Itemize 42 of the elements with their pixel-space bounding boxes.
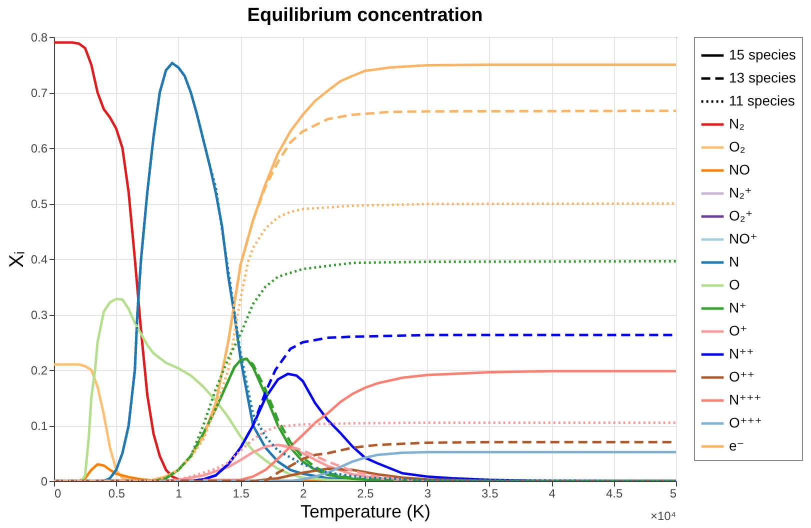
x-tick-label: 5 xyxy=(670,486,677,500)
legend-label: N⁺⁺ xyxy=(729,346,754,362)
x-tick-label: 0.5 xyxy=(108,486,126,500)
y-tick-label: 0.4 xyxy=(30,252,48,266)
legend-label: O⁺ xyxy=(729,322,748,338)
x-tick-label: 0 xyxy=(54,486,62,500)
legend-label: O xyxy=(729,276,740,292)
legend-label: N xyxy=(729,254,740,270)
legend-label: O⁺⁺ xyxy=(729,368,755,384)
legend-label: O₂ xyxy=(729,138,746,154)
y-tick-label: 0.1 xyxy=(30,419,48,433)
y-tick-label: 0.8 xyxy=(30,30,48,44)
legend-label: NO xyxy=(729,162,750,178)
legend-label: NO⁺ xyxy=(729,230,758,246)
y-tick-label: 0.7 xyxy=(30,86,48,100)
x-tick-label: 3.5 xyxy=(482,486,499,500)
x-tick-label: 1 xyxy=(176,486,183,500)
y-tick-label: 0.2 xyxy=(30,364,48,378)
legend-label: 13 species xyxy=(729,70,796,86)
y-tick-label: 0 xyxy=(40,474,48,488)
text: ×10⁴ xyxy=(650,509,676,523)
x-axis-title: Temperature (K) xyxy=(300,502,431,522)
y-tick-label: 0.6 xyxy=(30,142,48,156)
legend-label: 15 species xyxy=(729,46,796,62)
x-tick-label: 4.5 xyxy=(606,486,623,500)
legend-label: N₂ xyxy=(729,116,745,132)
legend-label: O₂⁺ xyxy=(729,208,753,224)
chart-title: Equilibrium concentration xyxy=(247,5,483,26)
legend-label: N⁺ xyxy=(729,300,746,316)
legend-label: e⁻ xyxy=(729,438,744,454)
x-tick-label: 2 xyxy=(300,486,307,500)
x-tick-label: 4 xyxy=(548,486,556,500)
x-tick-label: 2.5 xyxy=(357,486,374,500)
y-tick-label: 0.5 xyxy=(30,197,48,211)
y-axis-title: Xᵢ xyxy=(6,251,28,268)
legend-label: 11 species xyxy=(729,92,795,108)
legend-label: N₂⁺ xyxy=(729,184,752,200)
x-tick-label: 1.5 xyxy=(232,486,250,500)
x-tick-label: 3 xyxy=(424,486,432,500)
legend-label: N⁺⁺⁺ xyxy=(729,392,762,408)
y-tick-label: 0.3 xyxy=(30,308,48,322)
legend-label: O⁺⁺⁺ xyxy=(729,414,762,430)
